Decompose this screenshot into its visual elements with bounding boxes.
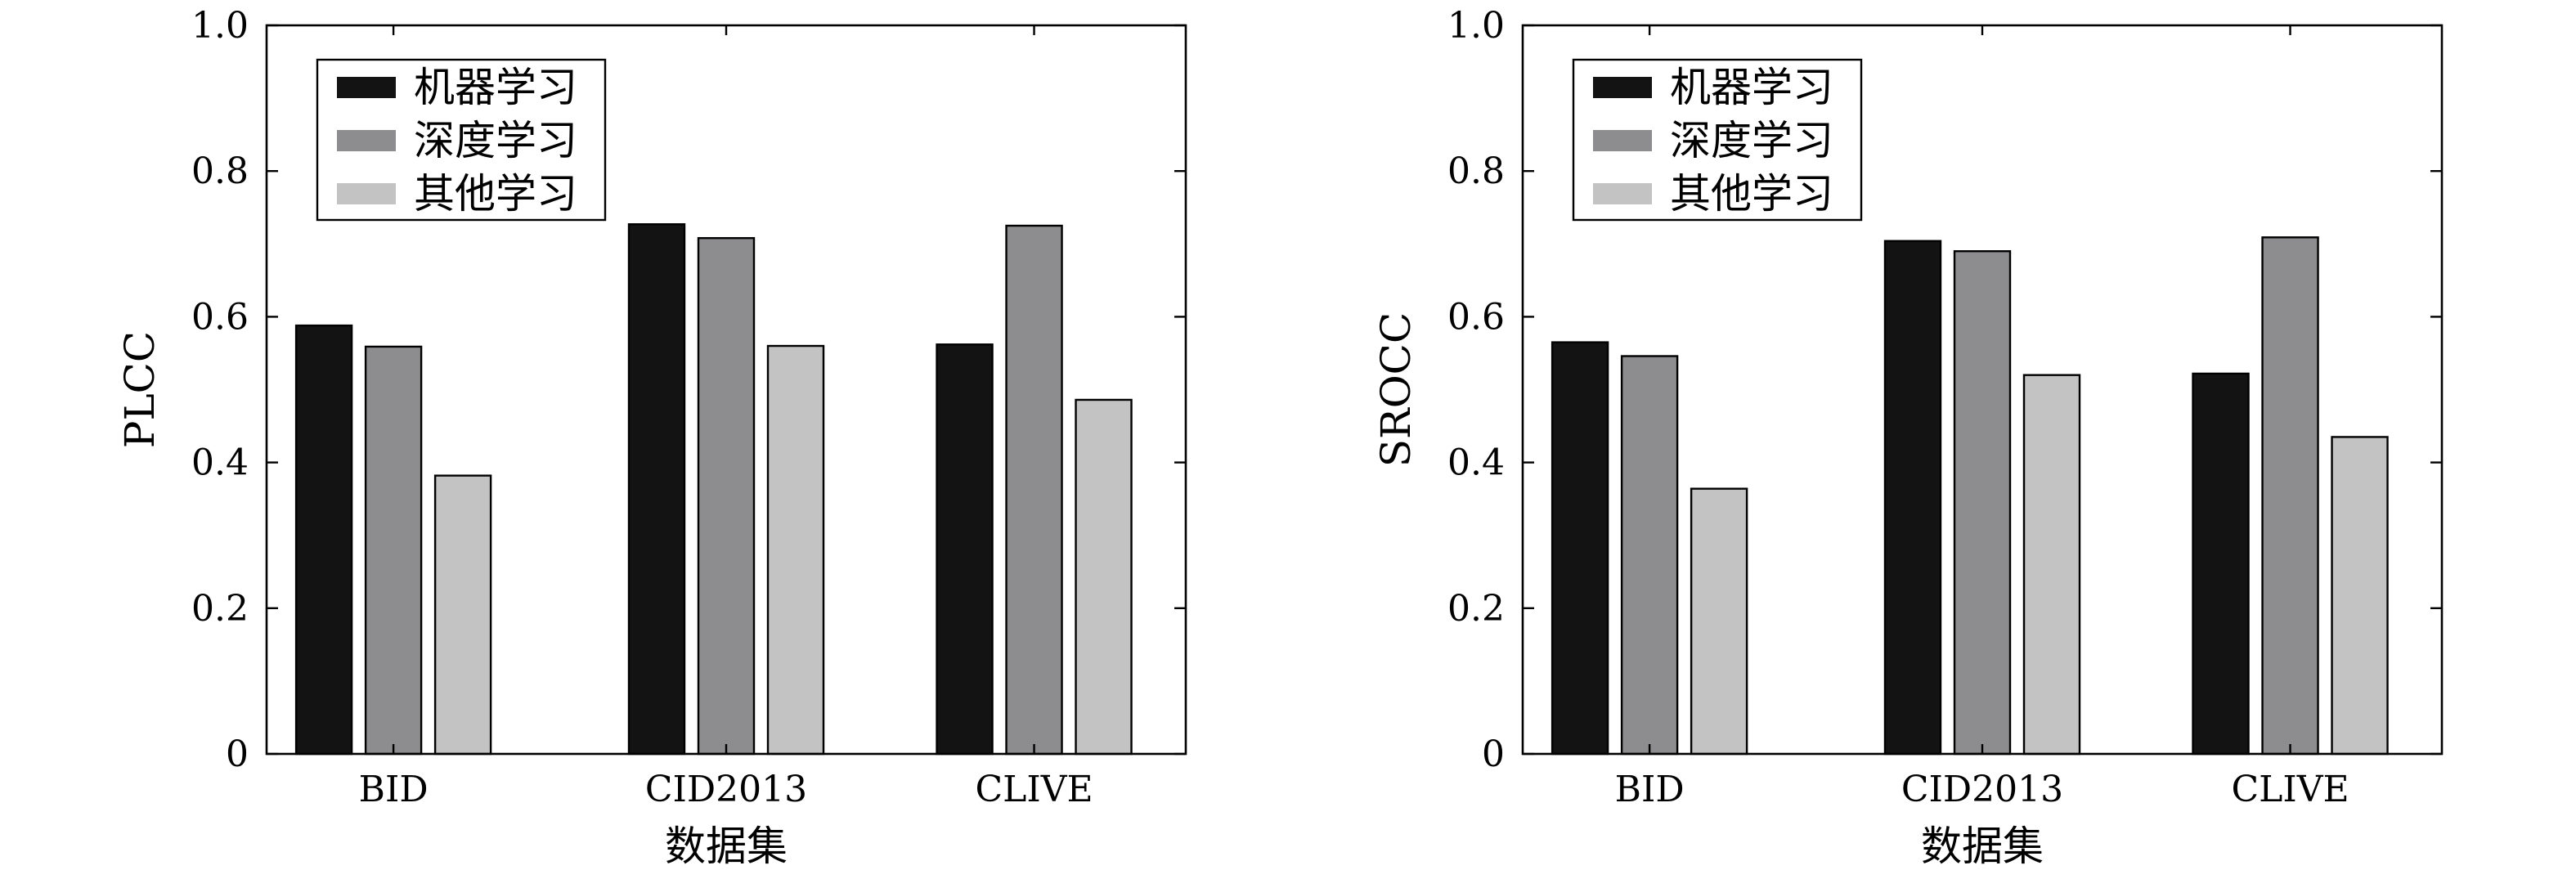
chart-panel-2: BID CID2013 CLIVE 0 0.2 0.4 0.6 0.8 1.0 SROCC 数据集 机… [1372, 5, 2444, 870]
bar-cid2013-series-2 [1953, 250, 2012, 756]
x-tick-label: CID2013 [645, 769, 807, 810]
y-tick-label: 0 [226, 733, 249, 775]
bar-clive-series-2 [1005, 224, 1063, 756]
y-tick-label: 0.2 [191, 588, 249, 630]
y-tick-label: 0.2 [1447, 588, 1505, 630]
bar-bid-series-3 [433, 474, 492, 756]
x-axis-title: 数据集 [665, 823, 788, 870]
y-tick-label: 0 [1482, 733, 1505, 775]
y-axis-title: PLCC [116, 331, 164, 448]
y-tick-label: 1.0 [191, 5, 249, 47]
y-tick-label: 0.6 [191, 296, 249, 338]
chart-panel-1: BID CID2013 CLIVE 0 0.2 0.4 0.6 0.8 1.0 PLCC 数据集 机器… [116, 5, 1187, 870]
y-tick-label: 0.4 [1447, 442, 1505, 484]
bar-bid-series-3 [1690, 487, 1748, 756]
y-tick-label: 1.0 [1447, 5, 1505, 47]
y-axis-title: SROCC [1372, 312, 1420, 467]
bar-cid2013-series-3 [766, 344, 825, 756]
legend-label-3: 其他学习 [414, 170, 577, 218]
legend-label-2: 深度学习 [1670, 117, 1833, 164]
legend-swatch-2 [337, 130, 396, 151]
x-tick-label: CID2013 [1901, 769, 2063, 810]
x-tick-label: BID [359, 769, 429, 810]
bar-bid-series-2 [1620, 355, 1679, 756]
bar-bid-series-1 [294, 324, 353, 756]
legend-label-2: 深度学习 [414, 117, 577, 164]
legend-swatch-2 [1593, 130, 1652, 151]
x-axis-title: 数据集 [1921, 823, 2044, 870]
legend-swatch-1 [337, 77, 396, 98]
bar-clive-series-2 [2261, 236, 2319, 756]
y-tick-label: 0.6 [1447, 296, 1505, 338]
legend-swatch-3 [337, 183, 396, 204]
plot-frame [1521, 24, 2444, 756]
bar-cid2013-series-3 [2022, 374, 2081, 756]
x-tick-label: BID [1615, 769, 1685, 810]
plot-frame [265, 24, 1187, 756]
bar-clive-series-3 [1075, 398, 1133, 756]
bar-clive-series-1 [936, 343, 994, 756]
legend-label-1: 机器学习 [1670, 64, 1833, 111]
bar-cid2013-series-2 [697, 236, 756, 756]
bar-bid-series-2 [364, 345, 423, 756]
bar-clive-series-1 [2192, 372, 2250, 756]
legend-label-3: 其他学习 [1670, 170, 1833, 218]
x-tick-label: CLIVE [975, 769, 1093, 810]
bar-cid2013-series-1 [1883, 240, 1942, 756]
legend-swatch-3 [1593, 183, 1652, 204]
bar-clive-series-3 [2331, 436, 2389, 756]
legend-swatch-1 [1593, 77, 1652, 98]
bar-bid-series-1 [1551, 341, 1609, 756]
y-tick-label: 0.8 [1447, 150, 1505, 192]
y-tick-label: 0.8 [191, 150, 249, 192]
bar-cid2013-series-1 [627, 223, 686, 756]
legend-label-1: 机器学习 [414, 64, 577, 111]
x-tick-label: CLIVE [2231, 769, 2349, 810]
y-tick-label: 0.4 [191, 442, 249, 484]
